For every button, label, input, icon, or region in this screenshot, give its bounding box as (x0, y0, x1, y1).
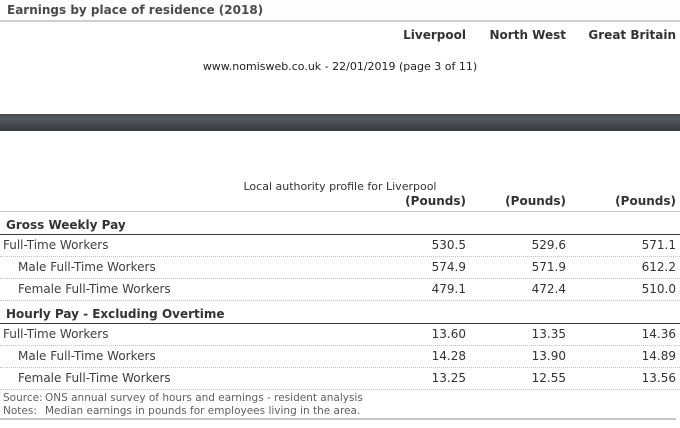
cell-value: 13.35 (531, 327, 566, 341)
print-info-line: www.nomisweb.co.uk - 22/01/2019 (page 3 … (202, 60, 478, 73)
source-label: Source: (3, 392, 43, 404)
table-row: Female Full-Time Workers 13.25 12.55 13.… (0, 368, 680, 390)
section-heading-hourly-pay: Hourly Pay - Excluding Overtime (0, 305, 680, 324)
row-label: Male Full-Time Workers (18, 260, 156, 274)
geo-header-row: Liverpool North West Great Britain (0, 28, 680, 43)
cell-value: 612.2 (641, 260, 676, 274)
cell-value: 510.0 (641, 282, 676, 296)
bottom-divider (0, 418, 676, 420)
units-header-row: (Pounds) (Pounds) (Pounds) (0, 194, 680, 212)
notes-text: Median earnings in pounds for employees … (45, 405, 361, 417)
units-header-spacer (0, 194, 370, 209)
row-label: Female Full-Time Workers (18, 282, 171, 296)
notes-label: Notes: (3, 405, 37, 417)
cell-value: 14.89 (641, 349, 676, 363)
row-label: Female Full-Time Workers (18, 371, 171, 385)
cell-value: 574.9 (431, 260, 466, 274)
title-bar: Earnings by place of residence (2018) (0, 0, 680, 22)
row-label: Full-Time Workers (3, 238, 109, 252)
table-footer: Source: ONS annual survey of hours and ea… (0, 392, 680, 418)
geo-column-header-liverpool: Liverpool (403, 28, 466, 42)
unit-label-north-west: (Pounds) (505, 194, 566, 208)
earnings-table: Gross Weekly Pay Full-Time Workers 530.5… (0, 216, 680, 418)
cell-value: 14.36 (641, 327, 676, 341)
cell-value: 13.56 (641, 371, 676, 385)
table-row: Male Full-Time Workers 574.9 571.9 612.2 (0, 257, 680, 279)
row-label: Full-Time Workers (3, 327, 109, 341)
cell-value: 12.55 (531, 371, 566, 385)
source-line: Source: ONS annual survey of hours and ea… (3, 392, 680, 405)
cell-value: 472.4 (531, 282, 566, 296)
cell-value: 14.28 (431, 349, 466, 363)
cell-value: 13.60 (431, 327, 466, 341)
cell-value: 571.9 (531, 260, 566, 274)
unit-label-great-britain: (Pounds) (615, 194, 676, 208)
section-heading-gross-weekly-pay: Gross Weekly Pay (0, 216, 680, 235)
notes-line: Notes: Median earnings in pounds for empl… (3, 405, 680, 418)
unit-label-liverpool: (Pounds) (405, 194, 466, 208)
table-row: Male Full-Time Workers 14.28 13.90 14.89 (0, 346, 680, 368)
geo-header-spacer (0, 28, 370, 43)
row-label: Male Full-Time Workers (18, 349, 156, 363)
cell-value: 13.25 (431, 371, 466, 385)
table-row: Female Full-Time Workers 479.1 472.4 510… (0, 279, 680, 301)
table-row: Full-Time Workers 530.5 529.6 571.1 (0, 235, 680, 257)
source-text: ONS annual survey of hours and earnings … (45, 392, 363, 404)
geo-column-header-great-britain: Great Britain (588, 28, 676, 42)
profile-caption: Local authority profile for Liverpool (243, 180, 437, 193)
cell-value: 13.90 (531, 349, 566, 363)
table-row: Full-Time Workers 13.60 13.35 14.36 (0, 324, 680, 346)
cell-value: 571.1 (641, 238, 676, 252)
cell-value: 529.6 (531, 238, 566, 252)
separator-band (0, 114, 680, 131)
page-title: Earnings by place of residence (2018) (7, 3, 264, 17)
cell-value: 479.1 (431, 282, 466, 296)
cell-value: 530.5 (431, 238, 466, 252)
geo-column-header-north-west: North West (489, 28, 567, 42)
